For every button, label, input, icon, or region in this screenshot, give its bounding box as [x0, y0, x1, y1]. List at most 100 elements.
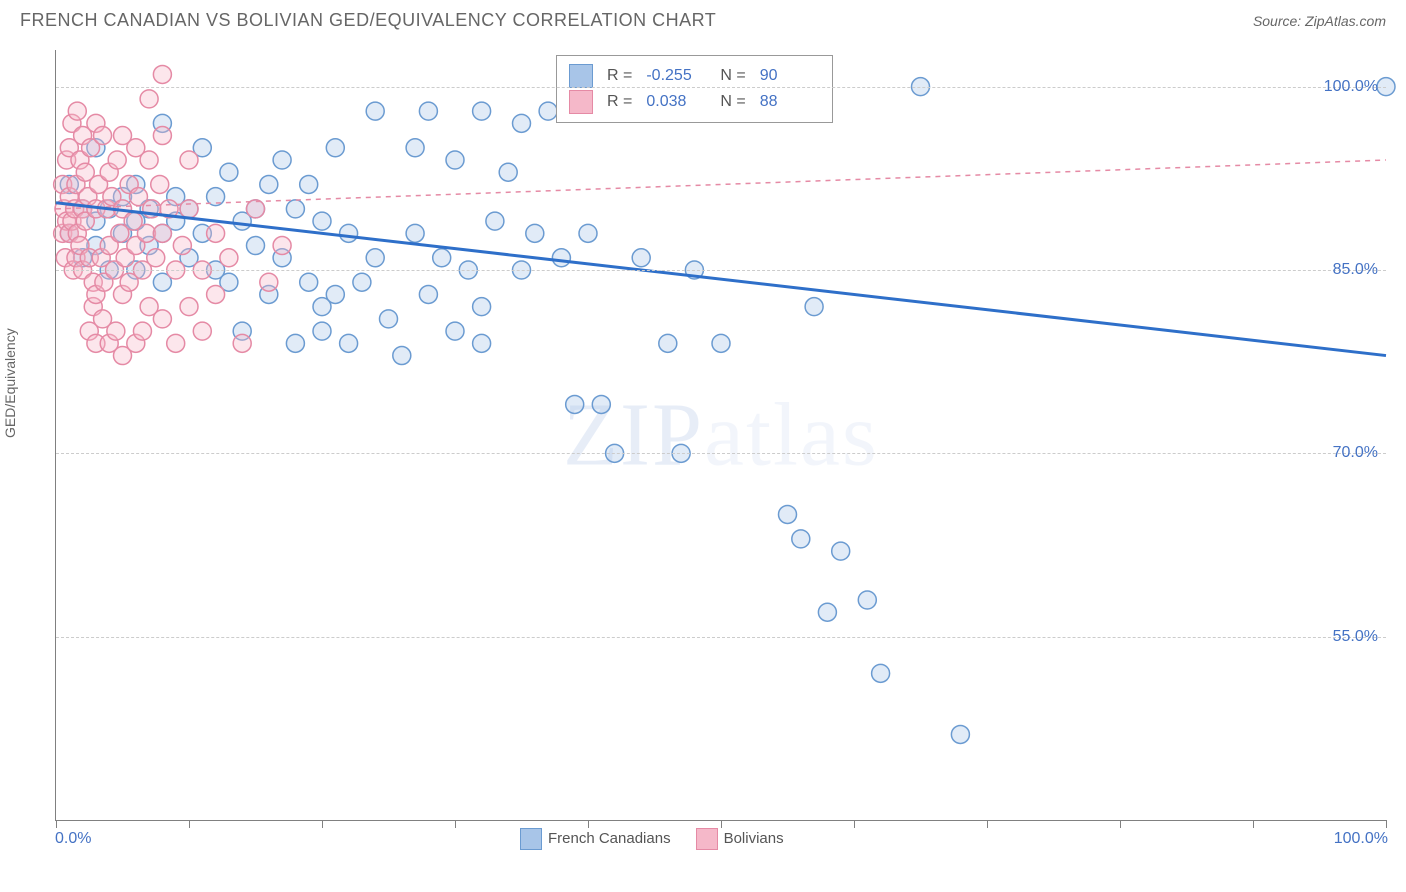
data-point [313, 322, 331, 340]
trend-line [56, 203, 1386, 356]
legend-item: French Canadians [520, 828, 671, 850]
data-point [286, 200, 304, 218]
legend-label: French Canadians [548, 830, 671, 847]
x-tick [189, 820, 190, 828]
data-point [147, 249, 165, 267]
data-point [366, 102, 384, 120]
correlation-stats-box: R =-0.255N =90R =0.038N =88 [556, 55, 833, 123]
data-point [140, 151, 158, 169]
data-point [380, 310, 398, 328]
data-point [446, 322, 464, 340]
data-point [858, 591, 876, 609]
data-point [286, 334, 304, 352]
data-point [326, 139, 344, 157]
data-point [473, 102, 491, 120]
x-tick [1253, 820, 1254, 828]
data-point [592, 395, 610, 413]
x-tick [322, 820, 323, 828]
data-point [779, 505, 797, 523]
data-point [207, 285, 225, 303]
data-point [260, 175, 278, 193]
legend-item: Bolivians [696, 828, 784, 850]
legend-label: Bolivians [724, 830, 784, 847]
data-point [486, 212, 504, 230]
data-point [133, 322, 151, 340]
data-point [419, 285, 437, 303]
scatter-plot-svg [56, 50, 1386, 820]
data-point [68, 102, 86, 120]
n-value: 90 [760, 67, 820, 85]
data-point [167, 334, 185, 352]
n-label: N = [720, 93, 745, 111]
data-point [340, 224, 358, 242]
chart-title: FRENCH CANADIAN VS BOLIVIAN GED/EQUIVALE… [20, 10, 716, 31]
data-point [151, 175, 169, 193]
data-point [566, 395, 584, 413]
data-point [193, 322, 211, 340]
data-point [313, 212, 331, 230]
data-point [406, 139, 424, 157]
x-tick [1386, 820, 1387, 828]
chart-legend: French Canadians Bolivians [520, 828, 784, 850]
data-point [818, 603, 836, 621]
x-tick [455, 820, 456, 828]
data-point [94, 127, 112, 145]
legend-swatch [520, 828, 542, 850]
data-point [659, 334, 677, 352]
data-point [539, 102, 557, 120]
y-tick-label: 70.0% [1333, 444, 1378, 462]
data-point [300, 273, 318, 291]
y-axis-label: GED/Equivalency [2, 328, 18, 438]
data-point [153, 224, 171, 242]
data-point [140, 90, 158, 108]
y-tick-label: 100.0% [1324, 78, 1378, 96]
data-point [260, 273, 278, 291]
data-point [552, 249, 570, 267]
n-label: N = [720, 67, 745, 85]
data-point [951, 725, 969, 743]
r-value: 0.038 [646, 93, 706, 111]
x-axis-max-label: 100.0% [1334, 830, 1388, 848]
data-point [153, 310, 171, 328]
data-point [446, 151, 464, 169]
x-tick [588, 820, 589, 828]
data-point [153, 127, 171, 145]
y-tick-label: 55.0% [1333, 628, 1378, 646]
data-point [712, 334, 730, 352]
n-value: 88 [760, 93, 820, 111]
data-point [433, 249, 451, 267]
data-point [247, 237, 265, 255]
data-point [107, 322, 125, 340]
data-point [340, 334, 358, 352]
data-point [805, 298, 823, 316]
data-point [366, 249, 384, 267]
data-point [513, 114, 531, 132]
data-point [273, 237, 291, 255]
data-point [300, 175, 318, 193]
data-point [233, 334, 251, 352]
data-point [406, 224, 424, 242]
data-point [220, 249, 238, 267]
data-point [526, 224, 544, 242]
data-point [393, 347, 411, 365]
data-point [419, 102, 437, 120]
data-point [872, 664, 890, 682]
x-tick [56, 820, 57, 828]
data-point [792, 530, 810, 548]
series-swatch [569, 64, 593, 88]
gridline [56, 637, 1386, 638]
data-point [353, 273, 371, 291]
data-point [632, 249, 650, 267]
legend-swatch [696, 828, 718, 850]
data-point [153, 65, 171, 83]
data-point [180, 298, 198, 316]
x-tick [987, 820, 988, 828]
data-point [326, 285, 344, 303]
data-point [579, 224, 597, 242]
data-point [108, 151, 126, 169]
data-point [273, 151, 291, 169]
data-point [180, 151, 198, 169]
gridline [56, 270, 1386, 271]
stats-row: R =-0.255N =90 [569, 64, 820, 88]
r-label: R = [607, 67, 632, 85]
